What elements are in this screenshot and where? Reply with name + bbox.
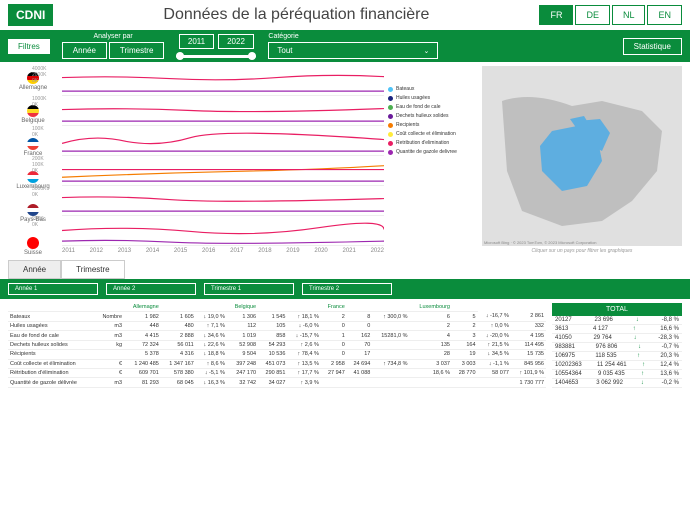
analyser-label: Analyser par [93,33,132,40]
legend-item: Recipients [388,122,478,128]
legend-item: Coût collecte et élimination [388,131,478,137]
period-box-1[interactable]: Année 2 [106,283,196,295]
lower-tab-1[interactable]: Trimestre [61,260,124,279]
legend-item: Quantite de gazole delivree [388,149,478,155]
legend-item: Bateaux [388,86,478,92]
chart-row-4: 5000K0K [62,186,384,216]
table-row: BateauxNombre1 9821 605↓ 19,0 %1 3061 54… [8,312,546,321]
total-row: 2012723 696↓-8,8 % [552,316,682,325]
category-select[interactable]: Tout ⌄ [268,42,438,59]
lower-tab-0[interactable]: Année [8,260,61,279]
language-tabs: FRDENLEN [539,5,682,25]
chart-row-1: 1000K0K [62,96,384,126]
table-row: Huiles usagéesm3448480↑ 7,1 %112105↓ -6,… [8,321,546,330]
analyse-tab-0[interactable]: Année [62,42,107,59]
period-box-0[interactable]: Année 1 [8,283,98,295]
lang-tab-nl[interactable]: NL [612,5,646,25]
legend-item: Eau de fond de cale [388,104,478,110]
total-row: 1020236311 254 461↑12,4 % [552,361,682,370]
total-row: 4105029 764↓-28,3 % [552,334,682,343]
year-slider[interactable] [176,55,256,58]
legend-item: Huiles usagées [388,95,478,101]
map[interactable]: Microsoft Bing · © 2023 TomTom, © 2023 M… [482,66,682,246]
total-row: 105543649 035 435↑13,6 % [552,370,682,379]
chevron-down-icon: ⌄ [424,47,430,55]
lang-tab-fr[interactable]: FR [539,5,573,25]
table-row: Récipients5 3784 316↓ 18,8 %9 50410 536↑… [8,350,546,359]
map-caption: Cliquer sur un pays pour filtrer les gra… [482,246,682,256]
page-title: Données de la péréquation financière [61,6,531,24]
chart-row-0: 4000K2000K0K [62,66,384,96]
lang-tab-en[interactable]: EN [647,5,682,25]
statistique-button[interactable]: Statistique [623,38,682,55]
logo: CDNI [8,4,53,26]
flag-icon [27,204,39,216]
total-row: 14046533 062 992↓-0,2 % [552,379,682,388]
period-box-2[interactable]: Trimestre 1 [204,283,294,295]
period-box-3[interactable]: Trimestre 2 [302,283,392,295]
year-start[interactable]: 2011 [179,34,214,49]
year-end[interactable]: 2022 [218,34,254,49]
chart-row-5: 200K0K [62,216,384,246]
flag-icon [27,138,39,150]
legend-item: Dechets huileux solides [388,113,478,119]
table-row: Eau de fond de calem34 4152 888↓ 34,6 %1… [8,331,546,340]
legend-item: Retribution d'elimination [388,140,478,146]
table-row: Dechets huileux solideskg72 32456 011↓ 2… [8,340,546,349]
flag-icon [27,237,39,249]
lang-tab-de[interactable]: DE [575,5,610,25]
analyse-tab-1[interactable]: Trimestre [109,42,164,59]
category-label: Catégorie [268,33,610,40]
country-suisse[interactable]: Suisse [8,237,58,256]
chart-row-3: 200K100K0K [62,156,384,186]
table-row: Coût collecte et élimination€1 240 4851 … [8,359,546,368]
table-row: Quantité de gazole délivréem381 29368 04… [8,378,546,388]
filtres-button[interactable]: Filtres [8,39,50,54]
country-france[interactable]: France [8,138,58,157]
total-header: TOTAL [552,303,682,316]
chart-row-2: 100K0K [62,126,384,156]
total-row: 36134 127↑16,6 % [552,325,682,334]
total-row: 106975118 535↑20,3 % [552,352,682,361]
total-row: 983881976 806↓-0,7 % [552,343,682,352]
map-attribution: Microsoft Bing · © 2023 TomTom, © 2023 M… [484,240,597,245]
table-row: Rétribution d'élimination€609 701578 380… [8,369,546,378]
